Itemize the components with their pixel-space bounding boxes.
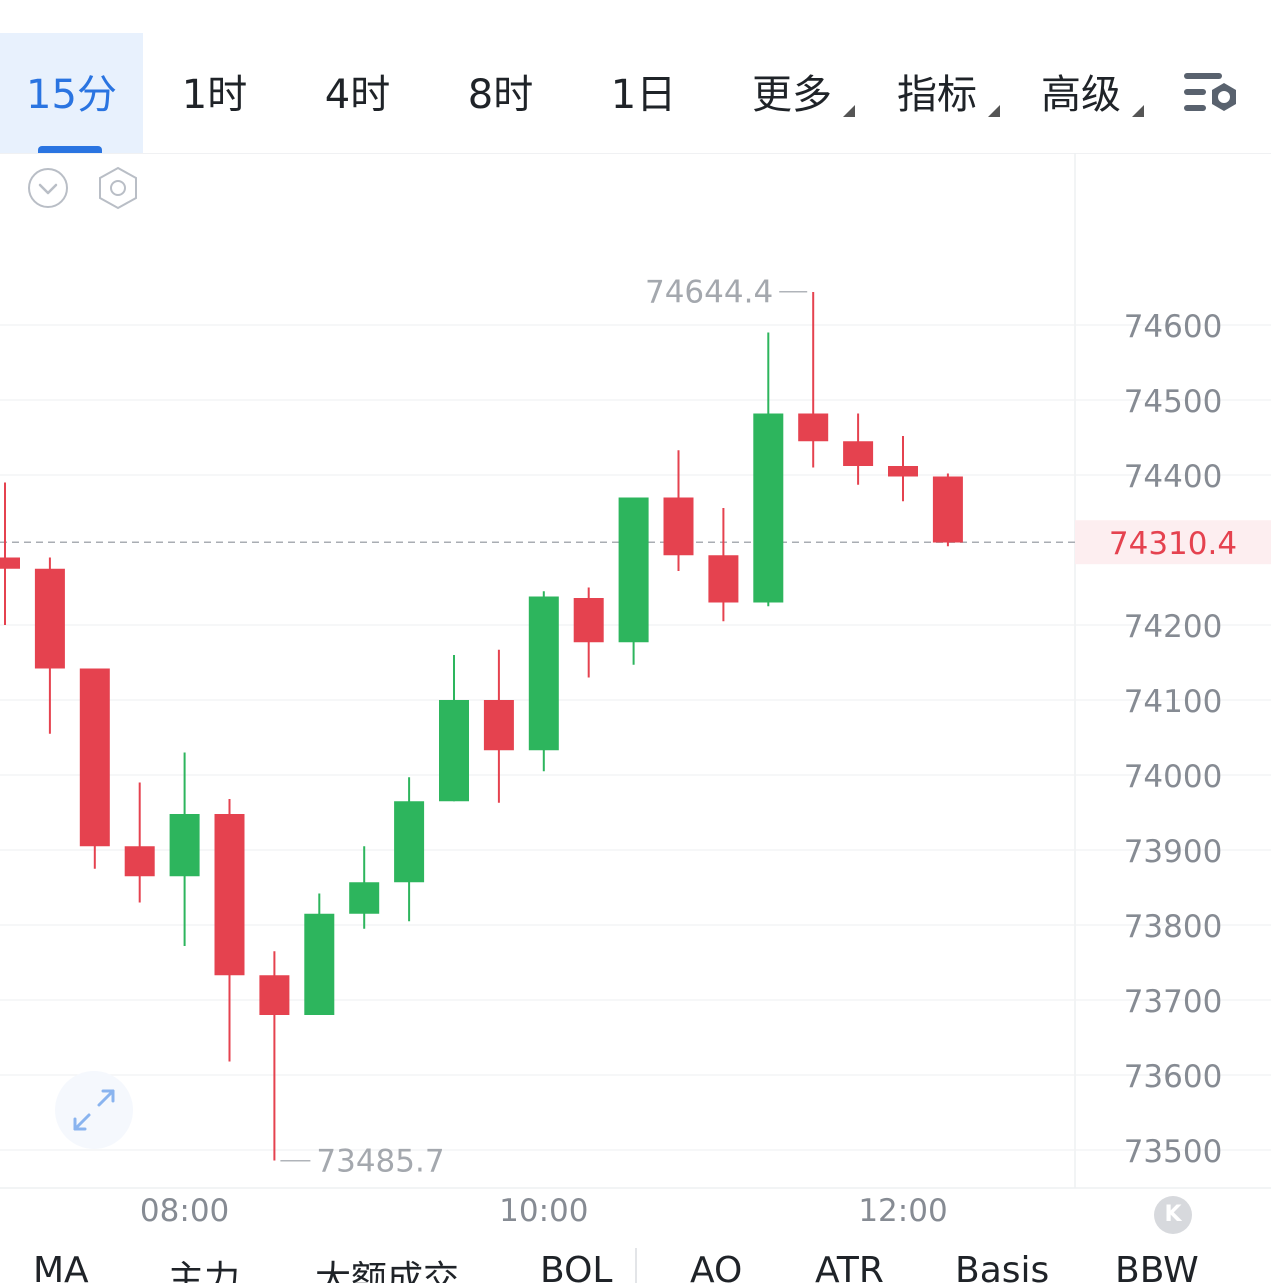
- candle-body: [573, 598, 604, 643]
- candle-body: [349, 882, 380, 914]
- scroll-to-latest-button[interactable]: K: [1154, 1196, 1192, 1234]
- candle-body: [528, 596, 559, 751]
- candle-body: [708, 555, 739, 603]
- indicator-tab-main-force[interactable]: 主力: [168, 1250, 240, 1283]
- chart-canvas: 74600 74500 74400 74200 74100 74000 73900 73800…: [0, 153, 1271, 1229]
- more-menu[interactable]: 更多: [752, 33, 832, 153]
- y-axis-tick-label: 73600: [1124, 1059, 1223, 1095]
- tab-label: 1时: [181, 72, 248, 118]
- timeframe-tabbar: 15分 1时 4时 8时 1日 更多 指标 高级: [0, 33, 1271, 154]
- current-price-label-bg: [1075, 520, 1271, 565]
- x-axis-time-label: 10:00: [499, 1193, 588, 1229]
- y-axis-tick-label: 73900: [1124, 834, 1223, 870]
- indicator-label: AO: [690, 1250, 743, 1283]
- candle-body: [483, 700, 514, 751]
- y-axis-tick-label: 73500: [1124, 1134, 1223, 1170]
- tab-15min[interactable]: 15分: [0, 33, 143, 153]
- expand-button[interactable]: [55, 1071, 133, 1149]
- candle-body: [618, 497, 649, 643]
- indicator-divider: [635, 1248, 637, 1283]
- tab-4h[interactable]: 4时: [286, 33, 429, 153]
- menu-label: 更多: [752, 72, 832, 118]
- indicator-tab-large-trades[interactable]: 大额成交: [315, 1250, 459, 1283]
- candle-body: [304, 913, 335, 1015]
- tab-1d[interactable]: 1日: [572, 33, 715, 153]
- y-axis-tick-label: 73800: [1124, 909, 1223, 945]
- low-annotation-label: 73485.7: [316, 1144, 444, 1180]
- indicator-label: Basis: [955, 1250, 1050, 1283]
- indicator-tab-basis[interactable]: Basis: [955, 1250, 1049, 1283]
- active-tab-indicator: [38, 146, 102, 153]
- indicator-tab-bbw[interactable]: BBW: [1115, 1250, 1199, 1283]
- current-price-label: 74310.4: [1109, 526, 1237, 562]
- candle-body: [124, 846, 155, 877]
- candle-body: [0, 557, 20, 569]
- indicator-label: 主力: [168, 1259, 241, 1283]
- high-annotation-label: 74644.4: [645, 275, 773, 311]
- candle-body: [888, 466, 918, 477]
- indicator-tabbar: MA 主力 大额成交 BOL AO ATR Basis BBW: [0, 1228, 1271, 1283]
- indicator-label: MA: [33, 1250, 89, 1283]
- candle-body: [439, 700, 469, 802]
- menu-label: 高级: [1041, 72, 1121, 118]
- indicator-label: BOL: [540, 1250, 613, 1283]
- indicators-caret-icon: [988, 105, 1000, 117]
- indicator-label: BBW: [1115, 1250, 1199, 1283]
- candle-body: [259, 975, 290, 1015]
- indicator-tab-atr[interactable]: ATR: [815, 1250, 884, 1283]
- candle-body: [753, 413, 784, 603]
- y-axis-tick-label: 74600: [1124, 309, 1223, 345]
- candle-body: [843, 441, 874, 466]
- tab-1h[interactable]: 1时: [143, 33, 286, 153]
- k-button-label: K: [1164, 1202, 1182, 1227]
- indicator-tab-bol[interactable]: BOL: [540, 1250, 612, 1283]
- hexagon-settings-icon[interactable]: [96, 166, 140, 210]
- chevron-down-circle-icon[interactable]: [27, 167, 69, 209]
- advanced-menu[interactable]: 高级: [1041, 33, 1121, 153]
- advanced-caret-icon: [1132, 105, 1144, 117]
- indicator-label: ATR: [815, 1250, 884, 1283]
- menu-label: 指标: [897, 72, 977, 118]
- candle-body: [214, 814, 245, 976]
- candlestick-chart[interactable]: 74600 74500 74400 74200 74100 74000 73900 73800…: [0, 153, 1271, 1283]
- y-axis-tick-label: 74500: [1124, 384, 1223, 420]
- y-axis-tick-label: 74200: [1124, 609, 1223, 645]
- candle-body: [34, 568, 65, 669]
- candle-body: [663, 497, 694, 556]
- tab-label: 8时: [467, 72, 534, 118]
- more-caret-icon: [843, 105, 855, 117]
- tab-8h[interactable]: 8时: [429, 33, 572, 153]
- indicator-label: 大额成交: [315, 1259, 460, 1283]
- candle-body: [798, 413, 829, 442]
- x-axis-time-label: 12:00: [858, 1193, 947, 1229]
- tab-label: 15分: [26, 72, 117, 118]
- y-axis-tick-label: 74100: [1124, 684, 1223, 720]
- candle-body: [169, 814, 200, 877]
- y-axis-tick-label: 73700: [1124, 984, 1223, 1020]
- y-axis-tick-label: 74400: [1124, 459, 1223, 495]
- candle-body: [79, 668, 110, 847]
- chart-settings-icon[interactable]: [1180, 69, 1240, 121]
- indicators-menu[interactable]: 指标: [897, 33, 977, 153]
- y-axis-tick-label: 74000: [1124, 759, 1223, 795]
- candle-body: [394, 801, 425, 883]
- tab-label: 4时: [324, 72, 391, 118]
- candle-body: [932, 476, 963, 543]
- x-axis-time-label: 08:00: [140, 1193, 229, 1229]
- tab-label: 1日: [610, 72, 677, 118]
- indicator-tab-ao[interactable]: AO: [690, 1250, 742, 1283]
- indicator-tab-ma[interactable]: MA: [33, 1250, 89, 1283]
- expand-arrows-icon: [73, 1089, 115, 1131]
